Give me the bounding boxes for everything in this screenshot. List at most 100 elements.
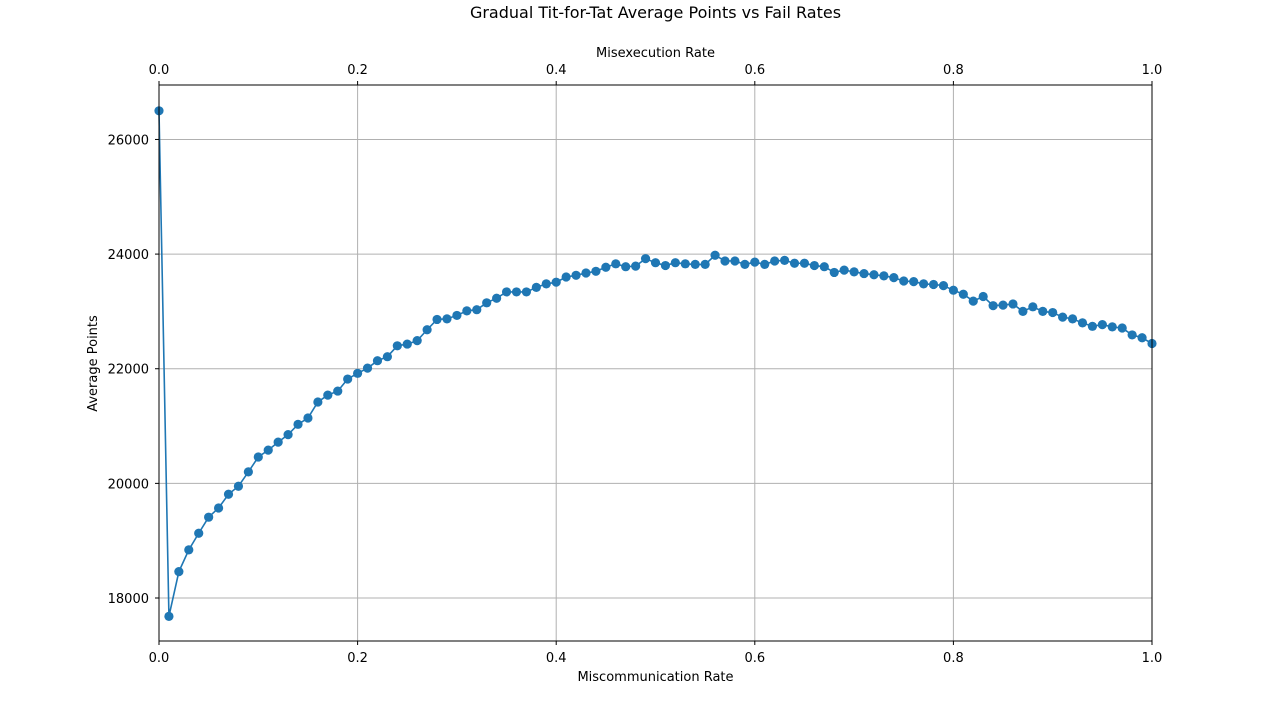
data-point (938, 281, 949, 291)
y-tick-label: 20000 (108, 477, 149, 492)
data-point (233, 481, 244, 491)
data-point (432, 314, 442, 325)
data-point (571, 270, 581, 280)
data-point (184, 545, 194, 555)
data-point (640, 254, 651, 264)
data-point (412, 336, 422, 346)
data-point (799, 258, 810, 268)
y-tick-label: 26000 (108, 133, 149, 148)
data-point (680, 259, 690, 269)
data-point (809, 260, 819, 271)
data-point (462, 306, 472, 316)
data-point (422, 325, 432, 335)
data-point (303, 413, 313, 423)
data-point (770, 256, 780, 266)
data-point (1028, 302, 1038, 312)
y-tick-label: 24000 (108, 248, 149, 263)
series-line (158, 110, 1153, 617)
data-point (1058, 312, 1068, 322)
axis-ticks: 0.0 0.2 0.4 0.6 0.8 1.0 0.0 0.2 0.4 0.6 0.8 1.0 1800… (108, 63, 1163, 666)
data-point (650, 258, 661, 268)
data-point (323, 390, 333, 400)
x-tick-label: 0.0 (149, 651, 170, 666)
data-point (839, 265, 849, 275)
data-point (869, 270, 879, 280)
data-point (293, 419, 303, 429)
data-point (382, 352, 392, 362)
data-point (1018, 306, 1028, 317)
data-point (968, 296, 978, 306)
data-point (174, 567, 184, 577)
data-point (353, 368, 363, 378)
plot-frame (158, 84, 1153, 642)
data-point (263, 445, 273, 455)
data-point (541, 279, 551, 289)
data-point (859, 268, 869, 279)
data-point (362, 363, 373, 373)
y-axis-label: Average Points (86, 315, 101, 412)
data-point (313, 397, 323, 407)
data-point (978, 291, 988, 302)
data-point (402, 339, 412, 349)
data-point (879, 271, 889, 281)
data-point (1077, 318, 1088, 328)
data-point (531, 282, 541, 292)
data-point (621, 262, 631, 272)
data-point (710, 250, 720, 260)
x-tick-label: 0.8 (943, 651, 964, 666)
data-point (919, 279, 929, 289)
y-tick-label: 18000 (108, 592, 149, 607)
data-point (1127, 330, 1137, 340)
data-point (1107, 322, 1117, 332)
data-point (1038, 306, 1048, 317)
data-point (204, 512, 214, 522)
data-point (164, 611, 174, 621)
data-point (283, 430, 293, 440)
data-point (631, 261, 641, 271)
data-point (1067, 314, 1078, 324)
data-point (700, 259, 710, 270)
data-point (343, 374, 353, 384)
data-point (948, 285, 959, 295)
x-tick-label: 0.4 (546, 651, 567, 666)
data-point (1137, 333, 1147, 343)
data-point (452, 310, 462, 321)
x-tick-label: 0.6 (744, 651, 765, 666)
data-point (482, 298, 492, 308)
x2-tick-label: 0.2 (347, 63, 368, 78)
data-point (273, 437, 283, 447)
x2-axis-label: Misexecution Rate (596, 46, 715, 61)
data-point (253, 452, 263, 462)
x2-tick-label: 0.6 (744, 63, 765, 78)
data-point (561, 272, 571, 282)
data-point (779, 255, 790, 265)
data-point (243, 467, 253, 477)
data-point (333, 386, 343, 396)
data-point (611, 259, 621, 269)
x-axis-label: Miscommunication Rate (577, 670, 733, 685)
data-point (670, 258, 680, 268)
x2-tick-label: 0.0 (149, 63, 170, 78)
data-point (760, 259, 770, 270)
x2-tick-label: 0.8 (943, 63, 964, 78)
data-point (988, 301, 998, 311)
data-point (819, 262, 829, 272)
data-point (730, 256, 740, 266)
data-point (511, 287, 522, 297)
data-point (501, 287, 512, 297)
chart-title: Gradual Tit-for-Tat Average Points vs Fa… (470, 3, 841, 22)
grid (158, 85, 1153, 641)
data-point (829, 267, 839, 278)
data-point (1048, 307, 1058, 318)
x-tick-label: 0.2 (347, 651, 368, 666)
data-point (472, 305, 482, 315)
data-point (213, 503, 224, 513)
data-point (909, 277, 919, 287)
data-point (1117, 323, 1127, 333)
data-point (789, 258, 800, 268)
data-point (660, 260, 671, 271)
data-point (690, 259, 700, 270)
x-tick-label: 1.0 (1142, 651, 1163, 666)
data-point (372, 356, 383, 366)
